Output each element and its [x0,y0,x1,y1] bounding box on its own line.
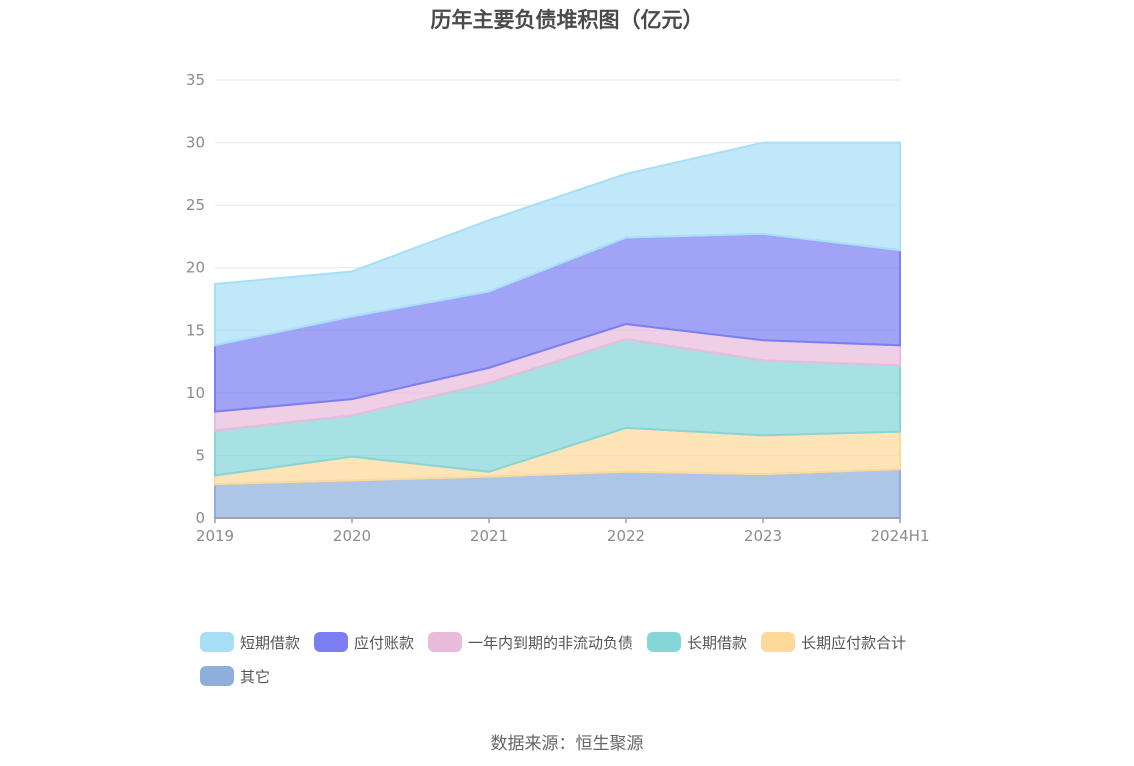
y-tick-label: 0 [195,509,205,527]
legend-swatch [314,632,349,652]
data-source: 数据来源：恒生聚源 [490,734,644,754]
x-tick-label: 2023 [744,527,782,545]
legend-item[interactable]: 短期借款 [200,630,300,654]
y-tick-label: 30 [186,134,205,152]
x-tick-label: 2022 [607,527,645,545]
legend-label: 其它 [240,667,271,686]
area-series-5[interactable] [214,141,901,347]
y-tick-label: 15 [186,321,205,339]
legend-swatch [200,666,234,686]
x-tick-label: 2019 [196,527,234,545]
legend-item[interactable]: 长期借款 [647,630,747,654]
axes: 0 5 10 15 20 25 30 35 2019 2020 2021 2022 2023 2024H1 [186,71,930,545]
x-tick-label: 2020 [333,527,371,545]
y-tick-label: 35 [186,71,205,89]
legend-label: 长期应付款合计 [801,633,907,652]
legend-item[interactable]: 其它 [200,664,270,688]
legend-swatch [428,632,463,652]
legend-label: 一年内到期的非流动负债 [468,633,634,652]
y-tick-label: 25 [186,196,205,214]
x-tick-label: 2021 [470,527,508,545]
legend-item[interactable]: 一年内到期的非流动负债 [428,630,633,654]
legend: 短期借款 应付账款 一年内到期的非流动负债 长期借款 长期应付款合计其它 [200,630,960,688]
y-tick-label: 20 [186,259,205,277]
area-series [214,141,901,519]
x-tick-label: 2024H1 [871,527,930,545]
legend-item[interactable]: 长期应付款合计 [761,630,906,654]
legend-swatch [647,632,682,652]
y-tick-label: 10 [186,384,205,402]
legend-item[interactable]: 应付账款 [314,630,414,654]
legend-label: 短期借款 [240,633,301,652]
chart-title: 历年主要负债堆积图（亿元） [430,8,704,32]
legend-swatch [761,632,796,652]
legend-label: 长期借款 [687,633,748,652]
legend-label: 应付账款 [354,633,415,652]
legend-swatch [200,632,234,652]
y-tick-label: 5 [195,446,205,464]
